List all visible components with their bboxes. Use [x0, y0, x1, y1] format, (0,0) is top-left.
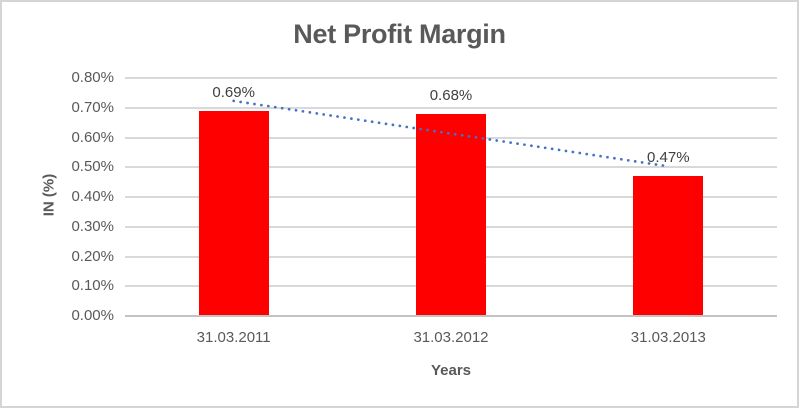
gridline [125, 77, 777, 79]
y-tick-label: 0.70% [71, 98, 114, 116]
data-label-31.03.2012: 0.68% [429, 86, 473, 104]
data-label-31.03.2013: 0.47% [647, 149, 690, 167]
data-label-31.03.2011: 0.69% [212, 83, 255, 101]
y-tick-label: 0.20% [71, 247, 114, 265]
bar-31.03.2013 [633, 176, 704, 316]
x-tick-label: 31.03.2011 [196, 329, 271, 346]
gridline [125, 106, 777, 109]
x-axis-line [125, 315, 777, 317]
y-tick-label: 0.60% [71, 128, 114, 146]
y-tick-label: 0.10% [71, 277, 114, 295]
y-tick-label: 0.80% [71, 69, 114, 86]
bar-31.03.2012 [416, 113, 486, 316]
bar-31.03.2011 [198, 110, 269, 316]
x-tick-label: 31.03.2013 [630, 329, 706, 346]
x-axis-title: Years [430, 362, 472, 379]
y-tick-label: 0.00% [71, 307, 114, 324]
chart-title: Net Profit Margin [293, 19, 506, 49]
y-tick-label: 0.40% [71, 188, 114, 205]
x-tick-label: 31.03.2012 [413, 329, 489, 346]
y-tick-label: 0.30% [71, 217, 114, 235]
y-tick-label: 0.50% [71, 158, 114, 176]
